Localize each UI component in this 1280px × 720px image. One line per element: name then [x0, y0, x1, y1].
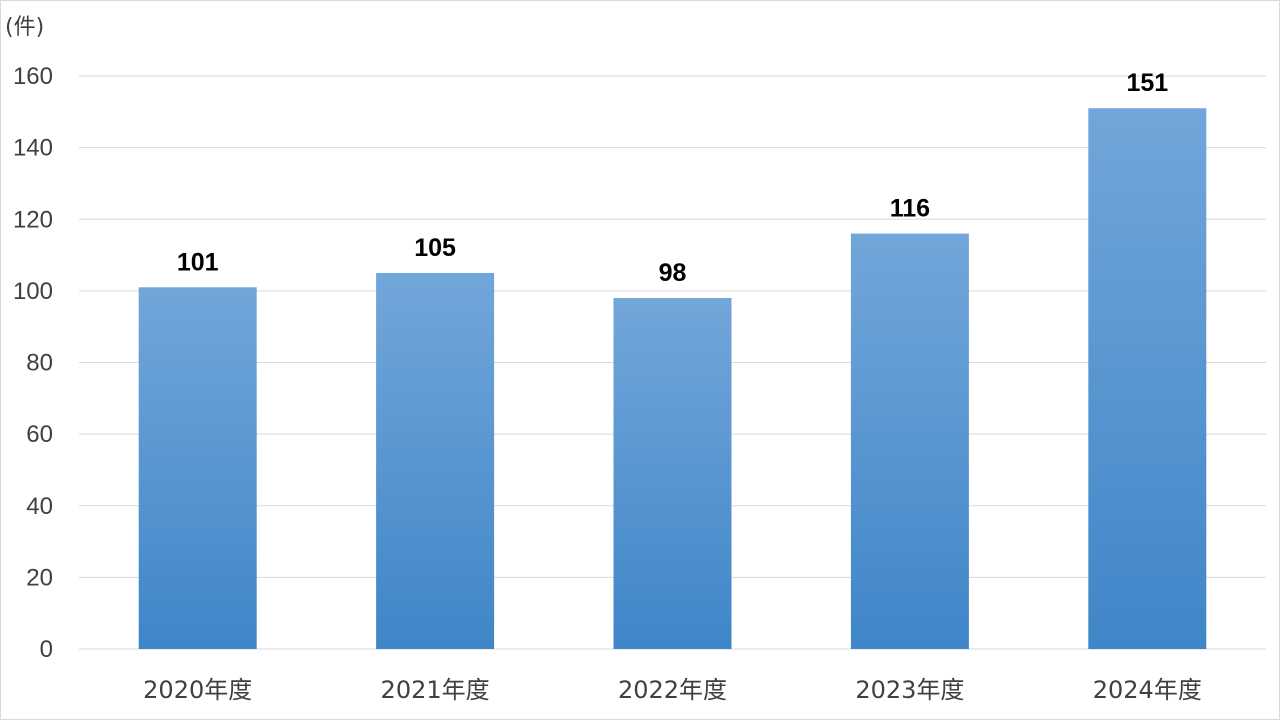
y-tick-label: 0 [40, 636, 53, 663]
y-tick-label: 40 [26, 493, 53, 520]
x-axis-categories: 2020年度 2021年度 2022年度 2023年度 2024年度 [143, 676, 1202, 704]
bar [138, 287, 257, 649]
bar [376, 272, 495, 649]
x-category-label: 2023年度 [855, 676, 964, 704]
y-axis-ticks: 0 20 40 60 80 100 120 140 160 [13, 63, 53, 663]
x-category-label: 2022年度 [618, 676, 727, 704]
y-tick-label: 140 [13, 135, 53, 162]
data-label: 151 [1126, 69, 1168, 97]
y-tick-label: 100 [13, 278, 53, 305]
x-category-label: 2021年度 [381, 676, 490, 704]
y-tick-label: 120 [13, 206, 53, 233]
y-tick-label: 160 [13, 63, 53, 90]
bars [138, 108, 1207, 649]
data-label: 105 [414, 234, 456, 262]
y-tick-label: 20 [26, 564, 53, 591]
bar [850, 233, 969, 649]
x-category-label: 2020年度 [143, 676, 252, 704]
data-label: 101 [177, 248, 219, 276]
data-label: 116 [890, 195, 930, 223]
bar [1088, 108, 1207, 649]
bar [613, 298, 732, 649]
data-label: 98 [659, 259, 687, 287]
data-labels: 101 105 98 116 151 [177, 69, 1168, 287]
y-axis-unit-label: (件) [5, 15, 45, 40]
y-tick-label: 80 [26, 350, 53, 377]
y-tick-label: 60 [26, 421, 53, 448]
x-category-label: 2024年度 [1093, 676, 1202, 704]
